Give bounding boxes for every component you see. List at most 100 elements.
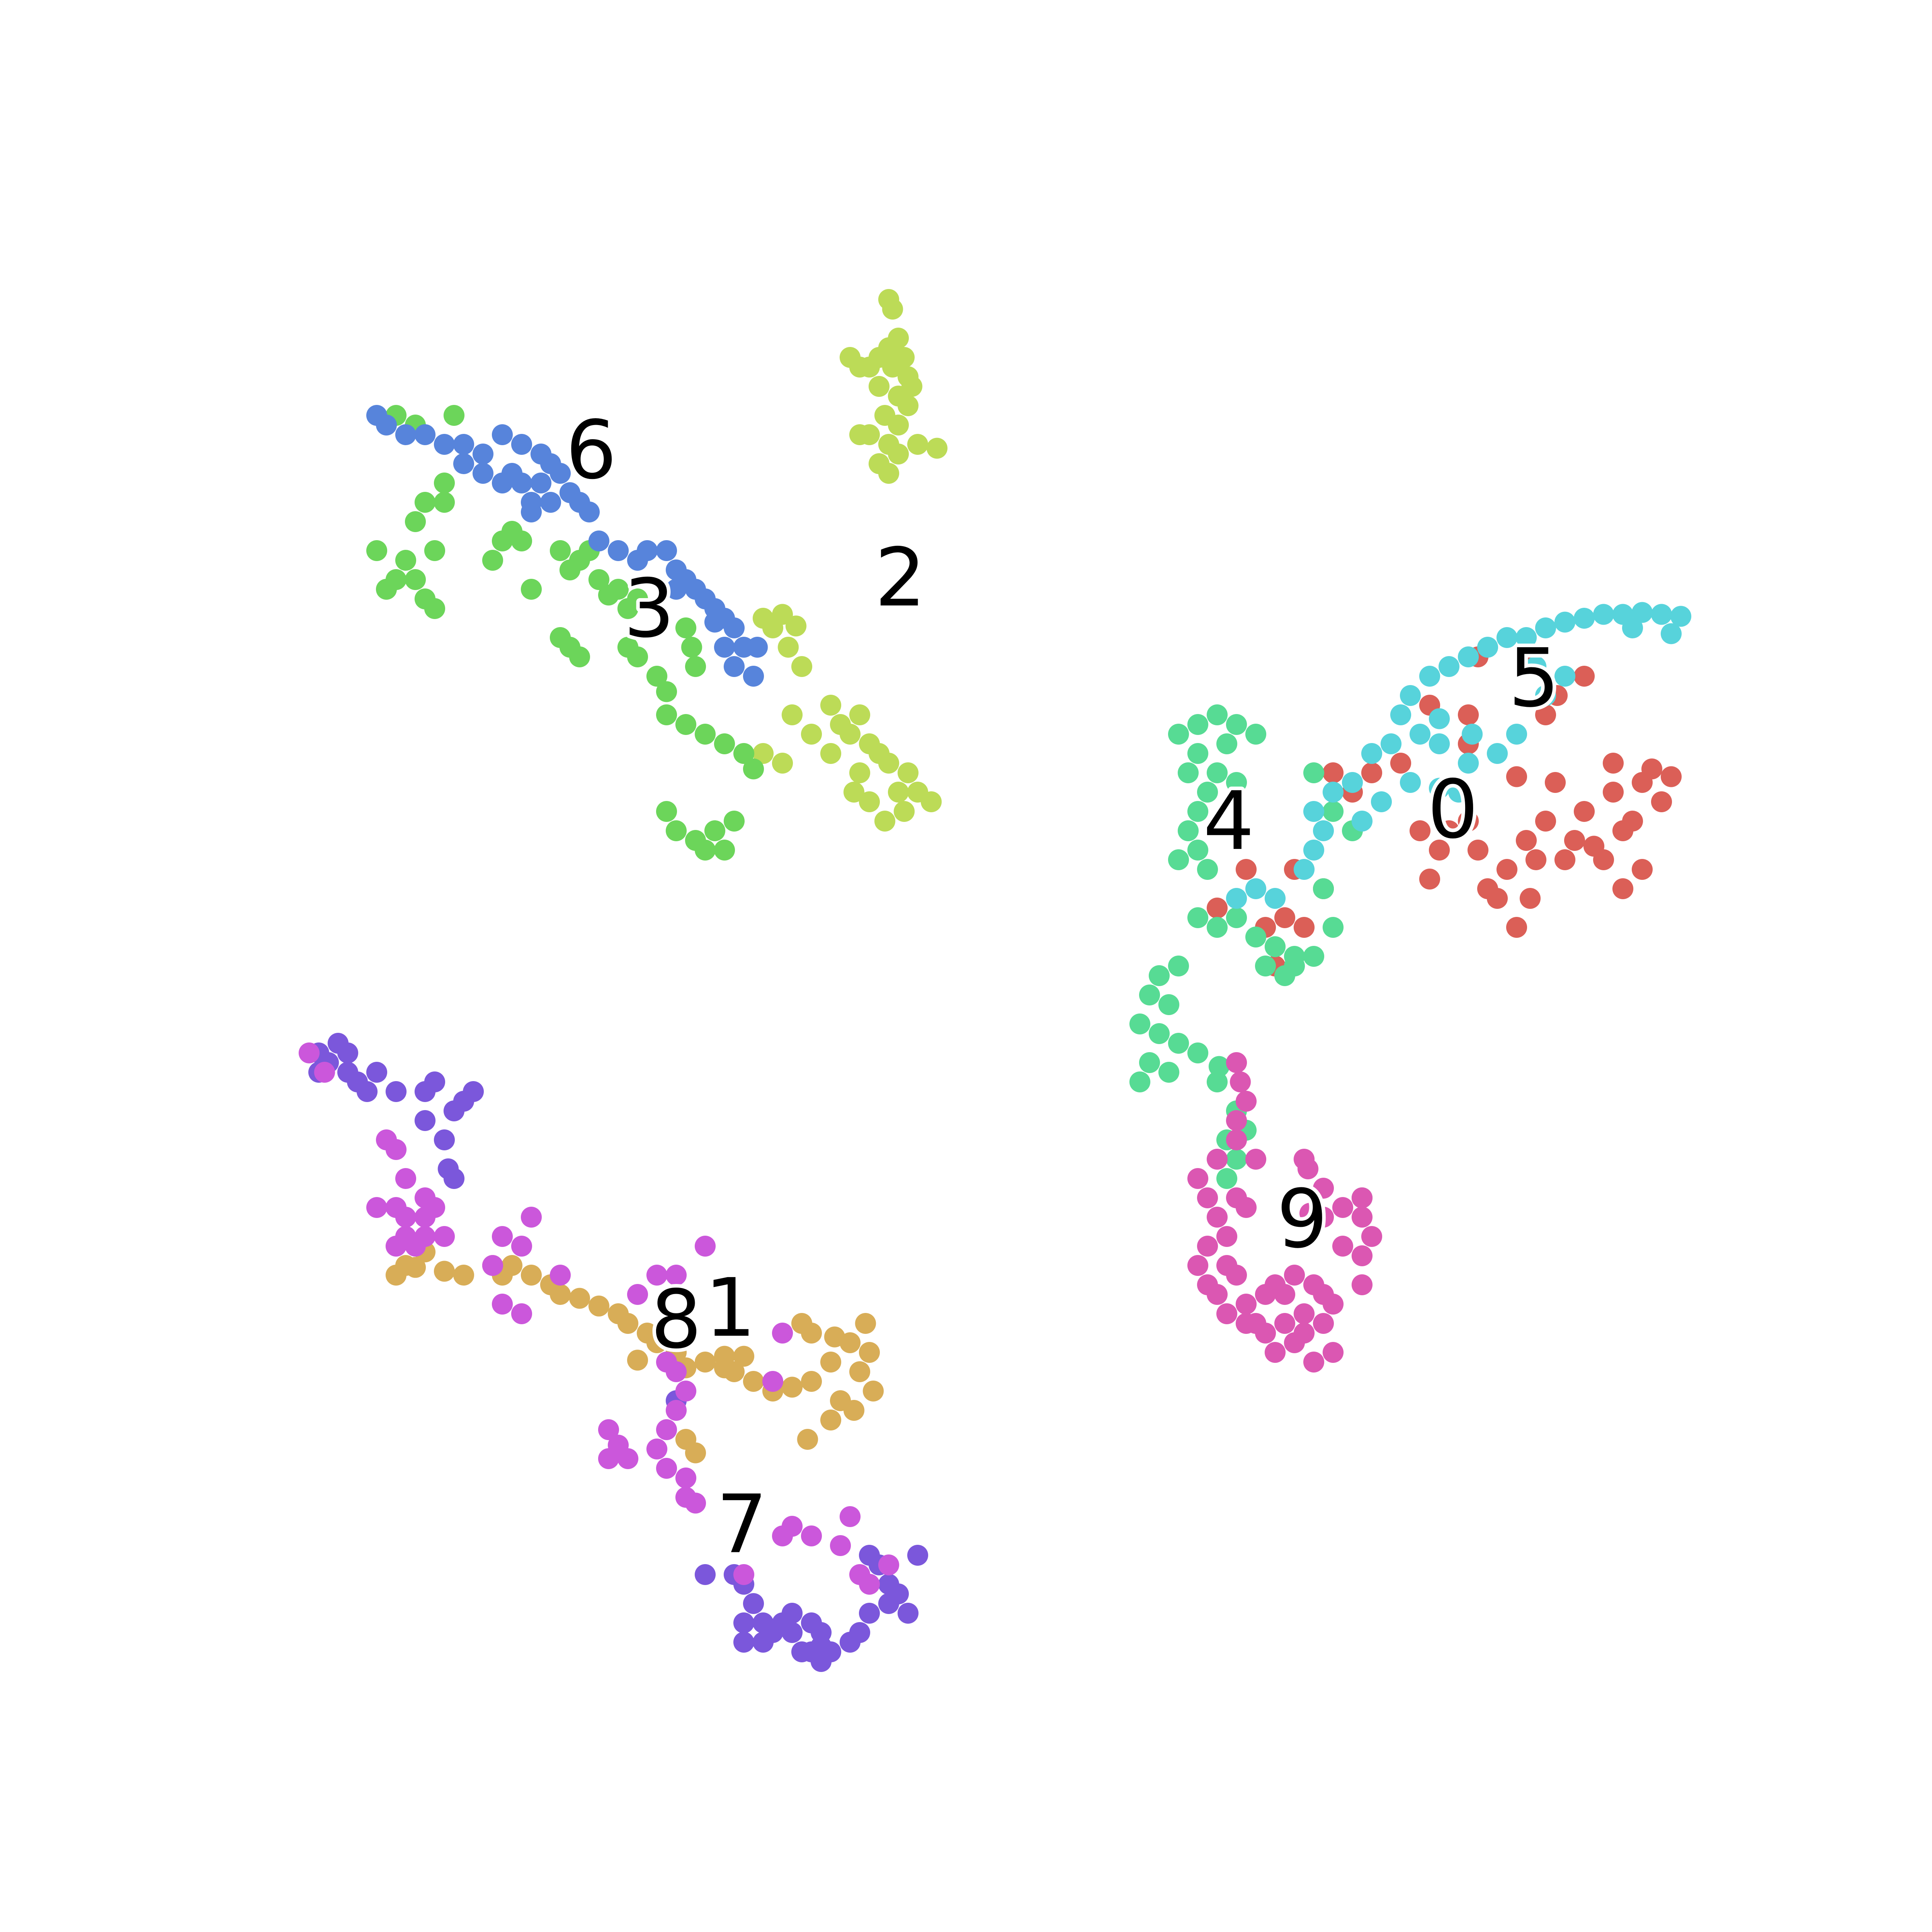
point-8-24: [627, 1284, 648, 1305]
series-7: [308, 1033, 928, 1672]
point-9-41: [1226, 1052, 1247, 1073]
point-4-4: [1245, 724, 1266, 745]
point-3-49: [444, 405, 464, 426]
point-8-15: [511, 1236, 532, 1257]
point-1-12: [695, 1352, 716, 1373]
point-0-11: [1622, 811, 1643, 832]
point-5-3: [1458, 646, 1479, 667]
point-3-11: [434, 473, 455, 493]
point-3-14: [511, 530, 532, 551]
point-5-22: [1506, 724, 1527, 745]
point-1-17: [782, 1377, 803, 1398]
point-1-43: [797, 1429, 818, 1450]
point-3-32: [675, 617, 696, 638]
point-2-12: [898, 395, 919, 416]
point-9-48: [1297, 1158, 1319, 1179]
point-8-50: [299, 1042, 320, 1063]
series-9: [1187, 1052, 1382, 1373]
point-5-37: [1294, 859, 1315, 880]
point-4-25: [1139, 985, 1160, 1005]
point-0-2: [1603, 782, 1624, 803]
point-9-11: [1284, 1265, 1305, 1286]
point-9-0: [1197, 1187, 1218, 1208]
point-5-32: [1371, 791, 1392, 812]
point-1-44: [627, 1350, 648, 1371]
point-8-13: [366, 1197, 387, 1218]
point-5-25: [1525, 656, 1546, 677]
cluster-label-7: 7: [716, 1478, 768, 1571]
point-4-12: [1178, 820, 1199, 841]
point-9-8: [1236, 1294, 1257, 1315]
point-8-34: [608, 1435, 629, 1456]
point-7-28: [695, 1564, 716, 1585]
point-9-45: [1226, 1129, 1247, 1150]
point-2-1: [882, 299, 903, 320]
point-5-40: [1226, 888, 1247, 909]
point-6-4: [434, 434, 455, 455]
point-3-27: [569, 646, 590, 667]
point-5-28: [1342, 772, 1363, 793]
point-8-51: [314, 1062, 335, 1083]
point-7-44: [415, 1110, 436, 1131]
point-6-21: [453, 453, 474, 474]
point-5-8: [1554, 611, 1575, 633]
point-3-24: [617, 598, 638, 619]
point-8-28: [666, 1400, 687, 1421]
point-8-23: [695, 1236, 716, 1257]
point-3-34: [685, 656, 706, 677]
point-7-36: [337, 1042, 358, 1063]
point-8-18: [492, 1294, 513, 1315]
point-4-44: [1323, 917, 1344, 938]
point-0-0: [1545, 772, 1566, 793]
point-4-19: [1245, 927, 1266, 947]
point-4-24: [1149, 965, 1170, 986]
point-7-27: [859, 1545, 880, 1566]
point-0-4: [1661, 766, 1682, 787]
point-6-19: [521, 502, 542, 522]
point-3-3: [405, 511, 426, 532]
point-3-39: [733, 743, 754, 764]
series-8: [299, 1042, 899, 1595]
point-3-29: [627, 646, 648, 667]
point-3-33: [681, 637, 702, 658]
point-4-1: [1187, 714, 1208, 735]
point-8-32: [598, 1419, 619, 1440]
point-6-2: [395, 424, 416, 445]
point-4-6: [1187, 743, 1208, 764]
point-9-20: [1216, 1255, 1237, 1276]
point-5-20: [1458, 753, 1479, 774]
point-4-5: [1216, 733, 1237, 754]
point-8-12: [415, 1187, 436, 1208]
point-1-30: [791, 1313, 812, 1334]
point-7-19: [753, 1632, 774, 1653]
point-3-16: [550, 540, 571, 561]
point-5-36: [1303, 840, 1324, 861]
point-8-39: [772, 1323, 793, 1344]
point-0-43: [1236, 859, 1257, 880]
point-8-42: [801, 1525, 822, 1546]
point-0-19: [1525, 849, 1546, 870]
cluster-label-8: 8: [650, 1273, 702, 1366]
point-0-23: [1506, 917, 1527, 938]
point-2-14: [888, 415, 909, 436]
point-5-0: [1400, 685, 1421, 706]
point-7-18: [733, 1632, 754, 1653]
point-6-8: [511, 434, 532, 455]
point-1-28: [824, 1326, 845, 1348]
point-4-48: [1274, 965, 1295, 986]
point-8-16: [521, 1207, 542, 1228]
point-1-19: [820, 1352, 841, 1373]
point-4-34: [1207, 1071, 1228, 1092]
point-3-44: [704, 820, 725, 841]
point-8-30: [646, 1439, 667, 1459]
point-8-22: [666, 1265, 687, 1286]
point-5-38: [1265, 888, 1286, 909]
point-9-46: [1245, 1149, 1266, 1170]
point-8-29: [656, 1419, 677, 1440]
cluster-labels: 0 1 2 3 4 5 6 7 8 9: [562, 400, 1563, 1575]
point-2-23: [894, 347, 915, 368]
point-1-15: [743, 1371, 764, 1392]
point-5-9: [1574, 608, 1595, 629]
point-1-9: [646, 1332, 667, 1353]
point-0-20: [1419, 869, 1440, 890]
